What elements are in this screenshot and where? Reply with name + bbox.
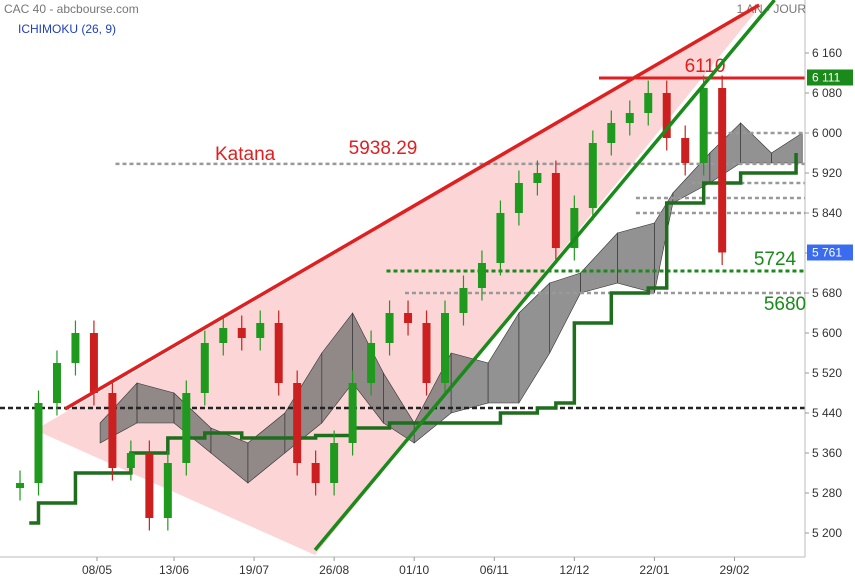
- cloud-segment: [580, 232, 618, 294]
- candle-body: [274, 323, 283, 383]
- period-label: 1 AN - JOUR: [737, 2, 807, 16]
- candle-body: [145, 453, 154, 518]
- candle-body: [699, 88, 708, 163]
- kijun-line: [29, 153, 798, 525]
- candle-body: [440, 313, 449, 383]
- candle-body: [126, 453, 135, 468]
- candle-body: [200, 343, 209, 393]
- candle-body: [293, 383, 302, 463]
- candle-body: [533, 173, 542, 183]
- x-tick-label: 08/05: [82, 563, 112, 577]
- y-tick-label: 5 600: [812, 326, 842, 340]
- candle-body: [625, 113, 634, 123]
- y-tick-label: 5 920: [812, 166, 842, 180]
- candle-body: [459, 288, 468, 313]
- candle-body: [570, 208, 579, 248]
- level-label: 5938.29: [349, 138, 418, 159]
- y-tick-label: 6 080: [812, 86, 842, 100]
- candle-body: [52, 363, 61, 403]
- x-tick-label: 12/12: [559, 563, 589, 577]
- x-tick-label: 22/01: [639, 563, 669, 577]
- candle-body: [551, 173, 560, 248]
- cloud-segment: [654, 191, 674, 294]
- candle-body: [514, 183, 523, 213]
- plot-area: [0, 75, 805, 531]
- candle-body: [71, 333, 80, 363]
- x-tick-label: 26/08: [319, 563, 349, 577]
- candle-body: [256, 323, 265, 338]
- y-tick-label: 5 200: [812, 526, 842, 540]
- candle-body: [367, 343, 376, 383]
- price-tag: [807, 69, 853, 86]
- candle-body: [348, 383, 357, 443]
- y-tick-label: 5 280: [812, 486, 842, 500]
- candle-body: [34, 403, 43, 483]
- candle-body: [108, 393, 117, 468]
- y-tick-label: 5 360: [812, 446, 842, 460]
- y-tick-label: 5 680: [812, 286, 842, 300]
- candle-body: [237, 328, 246, 338]
- level-label: 5724: [754, 249, 797, 270]
- cloud-segment: [740, 122, 772, 164]
- x-tick-label: 06/11: [480, 563, 509, 577]
- trendline: [64, 3, 760, 411]
- y-tick-label: 6 160: [812, 46, 842, 60]
- candle-body: [89, 333, 98, 393]
- candle-body: [311, 463, 320, 483]
- candle-body: [404, 313, 413, 323]
- y-tick-label: 5 440: [812, 406, 842, 420]
- x-tick-label: 19/07: [239, 563, 269, 577]
- chart-title: CAC 40 - abcbourse.com: [4, 2, 139, 16]
- y-tick-label: 5 840: [812, 206, 842, 220]
- candle-body: [422, 323, 431, 383]
- price-tag-label: 5 761: [812, 246, 842, 260]
- x-tick-label: 01/10: [399, 563, 429, 577]
- candle-body: [163, 463, 172, 518]
- x-tick-label: 13/06: [159, 563, 189, 577]
- y-tick-label: 6 000: [812, 126, 842, 140]
- level-label: 5680: [764, 294, 806, 315]
- candle-body: [182, 393, 191, 463]
- wedge-fill: [35, 4, 762, 555]
- y-tick-label: 5 520: [812, 366, 842, 380]
- candle-body: [607, 123, 616, 143]
- candle-body: [644, 93, 653, 113]
- candle-body: [588, 143, 597, 208]
- candle-body: [219, 328, 228, 343]
- candle-body: [662, 93, 671, 138]
- x-tick-label: 29/02: [719, 563, 749, 577]
- candle-body: [718, 88, 727, 253]
- candle-body: [330, 443, 339, 483]
- candle-body: [477, 263, 486, 288]
- cloud-segment: [617, 222, 655, 294]
- price-tag-label: 6 111: [812, 71, 841, 85]
- annotation: Katana: [215, 144, 276, 165]
- candle-body: [16, 483, 25, 488]
- trendline: [313, 0, 776, 552]
- candle-body: [385, 313, 394, 343]
- indicator-label: ICHIMOKU (26, 9): [18, 22, 116, 36]
- candle-body: [496, 213, 505, 263]
- price-tag: [807, 244, 853, 261]
- candle-body: [681, 138, 690, 163]
